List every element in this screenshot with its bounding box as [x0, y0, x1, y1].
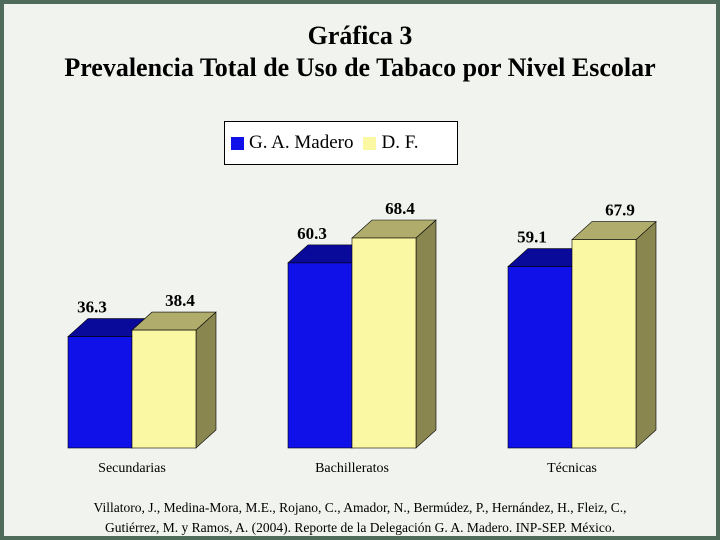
data-label-df-0: 38.4: [165, 291, 195, 310]
legend-label-df: D. F.: [381, 132, 419, 153]
legend-swatch-df: [363, 136, 377, 150]
data-label-gam-2: 59.1: [517, 228, 547, 247]
bar-side-df-1: [415, 219, 437, 449]
source-citation: Villatoro, J., Medina-Mora, M.E., Rojano…: [4, 498, 716, 538]
bar-gam-0: [67, 336, 133, 449]
source-line2: Gutiérrez, M. y Ramos, A. (2004). Report…: [105, 520, 615, 535]
source-line1: Villatoro, J., Medina-Mora, M.E., Rojano…: [93, 500, 627, 515]
legend-swatch-gam: [231, 136, 244, 150]
chart-title: Gráfica 3 Prevalencia Total de Uso de Ta…: [4, 20, 716, 84]
data-label-gam-0: 36.3: [77, 298, 107, 317]
data-label-df-1: 68.4: [385, 199, 415, 218]
data-label-df-2: 67.9: [605, 201, 635, 220]
data-label-gam-1: 60.3: [297, 224, 327, 243]
bar-side-df-2: [635, 220, 657, 449]
bar-df-2: [571, 239, 637, 449]
bar-side-df-0: [195, 311, 217, 449]
chart-title-line1: Gráfica 3: [307, 21, 413, 50]
bar-df-1: [351, 237, 417, 449]
category-label-0: Secundarias: [98, 461, 166, 476]
chart-title-line2: Prevalencia Total de Uso de Tabaco por N…: [64, 53, 656, 82]
bar-df-0: [131, 329, 197, 449]
legend-item-gam: G. A. Madero: [231, 132, 353, 154]
chart-legend: G. A. Madero D. F.: [224, 121, 458, 165]
legend-label-gam: G. A. Madero: [249, 132, 354, 153]
category-label-1: Bachilleratos: [315, 461, 389, 476]
bar-gam-2: [507, 266, 573, 449]
bar-gam-1: [287, 262, 353, 449]
legend-item-df: D. F.: [363, 132, 419, 154]
category-label-2: Técnicas: [547, 461, 597, 476]
